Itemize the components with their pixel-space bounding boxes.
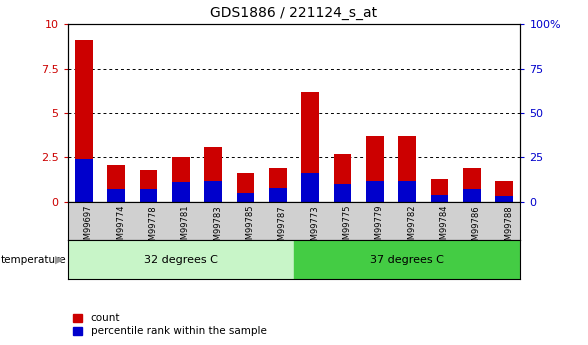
Bar [301,92,319,202]
Bar [333,154,352,202]
Text: GSM99784: GSM99784 [439,205,449,250]
Bar [495,197,513,202]
Bar [430,195,449,202]
Bar [463,189,481,202]
Bar [204,180,222,202]
Bar [333,184,352,202]
Text: GSM99788: GSM99788 [504,205,513,250]
Bar [269,168,287,202]
Bar [172,157,190,202]
Bar [204,147,222,202]
Text: GSM99778: GSM99778 [148,205,158,250]
Bar [236,193,255,202]
Text: GSM99785: GSM99785 [246,205,255,250]
Bar [139,189,158,202]
Bar [75,159,93,202]
Bar [430,179,449,202]
Text: GSM99775: GSM99775 [342,205,352,250]
Bar [495,180,513,202]
Bar [366,136,384,202]
Text: temperature: temperature [1,255,66,265]
Text: GSM99786: GSM99786 [472,205,481,250]
Bar [236,174,255,202]
Text: 37 degrees C: 37 degrees C [370,255,444,265]
Text: GSM99781: GSM99781 [181,205,190,250]
Text: 32 degrees C: 32 degrees C [144,255,218,265]
Bar [398,180,416,202]
Bar [301,174,319,202]
Text: GSM99783: GSM99783 [213,205,222,250]
Bar [139,170,158,202]
Text: GSM99782: GSM99782 [407,205,416,250]
Text: GSM99697: GSM99697 [84,205,93,250]
Legend: count, percentile rank within the sample: count, percentile rank within the sample [73,313,266,336]
Text: GSM99779: GSM99779 [375,205,384,250]
Bar [75,40,93,202]
Text: GSM99774: GSM99774 [116,205,125,250]
Title: GDS1886 / 221124_s_at: GDS1886 / 221124_s_at [211,6,377,20]
Bar [107,189,125,202]
Bar [68,240,294,279]
Bar [366,180,384,202]
Text: ▶: ▶ [55,255,64,265]
Text: GSM99773: GSM99773 [310,205,319,250]
Bar [269,188,287,202]
Bar [107,165,125,202]
Bar [172,182,190,202]
Bar [463,168,481,202]
Bar [294,240,520,279]
Text: GSM99787: GSM99787 [278,205,287,250]
Bar [398,136,416,202]
